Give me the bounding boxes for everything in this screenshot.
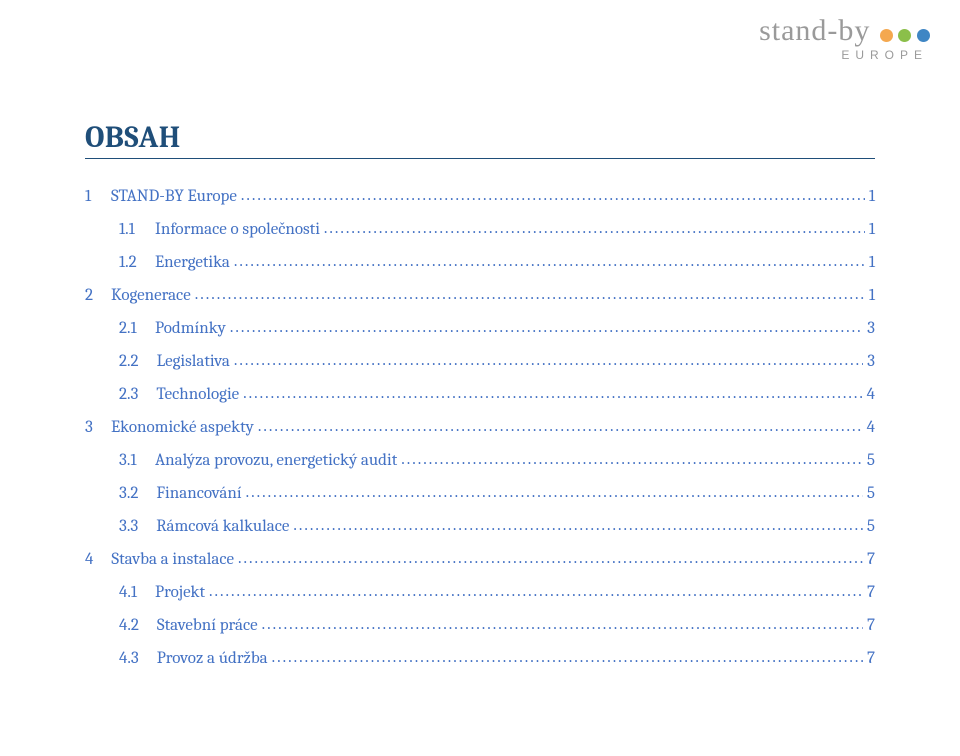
toc-row[interactable]: 3.3Rámcová kalkulace 5 [85, 517, 875, 536]
toc-dot-leader [234, 252, 865, 271]
logo-dot-1 [880, 29, 893, 42]
toc-row[interactable]: 4Stavba a instalace 7 [85, 550, 875, 569]
toc-row[interactable]: 1.2Energetika 1 [85, 253, 875, 272]
toc-entry-number: 1.2 [119, 253, 155, 272]
toc-entry-page: 3 [867, 319, 875, 338]
toc-row[interactable]: 2.3Technologie 4 [85, 385, 875, 404]
toc-entry-number: 4 [85, 550, 111, 569]
toc-dot-leader [293, 516, 863, 535]
toc-entry-number: 4.1 [119, 583, 155, 602]
logo-dot-3 [917, 29, 930, 42]
toc-entry-number: 4.2 [119, 616, 157, 635]
toc-dot-leader [258, 417, 863, 436]
toc-row[interactable]: 4.3Provoz a údržba 7 [85, 649, 875, 668]
toc-entry-number: 2.2 [119, 352, 157, 371]
toc-entry-page: 4 [867, 418, 875, 437]
toc-heading: OBSAH [85, 120, 875, 159]
toc-entry-page: 5 [867, 451, 875, 470]
logo-dots [878, 28, 930, 46]
toc-dot-leader [238, 549, 863, 568]
toc-dot-leader [195, 285, 865, 304]
toc-entry-title: Technologie [156, 385, 239, 404]
toc-row[interactable]: 2.1Podmínky 3 [85, 319, 875, 338]
toc-list: 1STAND-BY Europe11.1Informace o společno… [85, 187, 875, 668]
toc-dot-leader [234, 351, 863, 370]
toc-entry-number: 1 [85, 187, 111, 206]
logo-subline: EUROPE [759, 48, 930, 62]
page: stand-by EUROPE OBSAH 1STAND-BY Europe11… [0, 0, 960, 756]
toc-entry-number: 2 [85, 286, 111, 305]
toc-entry-title: Kogenerace [111, 286, 191, 305]
toc-entry-title: Podmínky [155, 319, 226, 338]
toc-entry-title: Informace o společnosti [155, 220, 320, 239]
toc-entry-page: 7 [867, 649, 875, 668]
toc-row[interactable]: 1.1Informace o společnosti 1 [85, 220, 875, 239]
toc-entry-title: Financování [156, 484, 241, 503]
toc-row[interactable]: 1STAND-BY Europe1 [85, 187, 875, 206]
toc-entry-number: 2.1 [119, 319, 155, 338]
toc-dot-leader [243, 384, 862, 403]
toc-entry-page: 1 [869, 220, 875, 239]
toc-dot-leader [246, 483, 863, 502]
toc-entry-number: 3 [85, 418, 111, 437]
toc-entry-title: Projekt [155, 583, 205, 602]
toc-entry-page: 7 [867, 583, 875, 602]
toc-entry-number: 4.3 [119, 649, 157, 668]
toc-dot-leader [241, 186, 865, 205]
toc-dot-leader [272, 648, 863, 667]
toc-entry-page: 7 [867, 616, 875, 635]
toc-entry-number: 3.2 [119, 484, 156, 503]
toc-dot-leader [324, 219, 865, 238]
toc-entry-number: 3.1 [119, 451, 155, 470]
content-area: OBSAH 1STAND-BY Europe11.1Informace o sp… [85, 120, 875, 682]
toc-entry-title: Stavba a instalace [111, 550, 234, 569]
toc-row[interactable]: 4.1Projekt 7 [85, 583, 875, 602]
logo-main-line: stand-by [759, 16, 930, 46]
toc-entry-number: 1.1 [119, 220, 155, 239]
logo-brand-text: stand-by [759, 14, 870, 47]
toc-entry-page: 7 [867, 550, 875, 569]
toc-entry-title: STAND-BY Europe [111, 187, 237, 206]
toc-row[interactable]: 2.2Legislativa 3 [85, 352, 875, 371]
toc-entry-page: 5 [867, 484, 875, 503]
toc-row[interactable]: 4.2Stavební práce 7 [85, 616, 875, 635]
toc-entry-number: 2.3 [119, 385, 156, 404]
toc-row[interactable]: 3.1Analýza provozu, energetický audit 5 [85, 451, 875, 470]
toc-entry-number: 3.3 [119, 517, 156, 536]
toc-entry-title: Rámcová kalkulace [156, 517, 289, 536]
toc-dot-leader [401, 450, 863, 469]
logo-dot-2 [898, 29, 911, 42]
toc-row[interactable]: 3.2Financování 5 [85, 484, 875, 503]
toc-entry-title: Ekonomické aspekty [111, 418, 254, 437]
toc-row[interactable]: 3Ekonomické aspekty 4 [85, 418, 875, 437]
toc-entry-title: Energetika [155, 253, 230, 272]
toc-entry-page: 4 [867, 385, 875, 404]
toc-entry-page: 5 [867, 517, 875, 536]
toc-entry-title: Stavební práce [157, 616, 258, 635]
brand-logo: stand-by EUROPE [759, 16, 930, 62]
toc-dot-leader [262, 615, 863, 634]
toc-entry-page: 1 [869, 253, 875, 272]
toc-entry-page: 1 [869, 187, 875, 206]
toc-entry-title: Analýza provozu, energetický audit [155, 451, 397, 470]
toc-entry-page: 3 [867, 352, 875, 371]
toc-dot-leader [209, 582, 863, 601]
toc-dot-leader [230, 318, 863, 337]
toc-entry-title: Legislativa [157, 352, 230, 371]
toc-entry-page: 1 [869, 286, 875, 305]
toc-row[interactable]: 2Kogenerace 1 [85, 286, 875, 305]
toc-entry-title: Provoz a údržba [157, 649, 268, 668]
